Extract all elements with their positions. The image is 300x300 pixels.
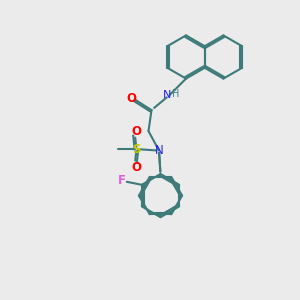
Text: O: O — [131, 160, 141, 174]
Text: H: H — [172, 88, 180, 99]
Text: O: O — [126, 92, 136, 105]
Text: F: F — [118, 174, 126, 187]
Text: N: N — [163, 90, 171, 100]
Text: N: N — [154, 144, 164, 157]
Text: O: O — [131, 124, 141, 138]
Text: S: S — [132, 142, 141, 156]
